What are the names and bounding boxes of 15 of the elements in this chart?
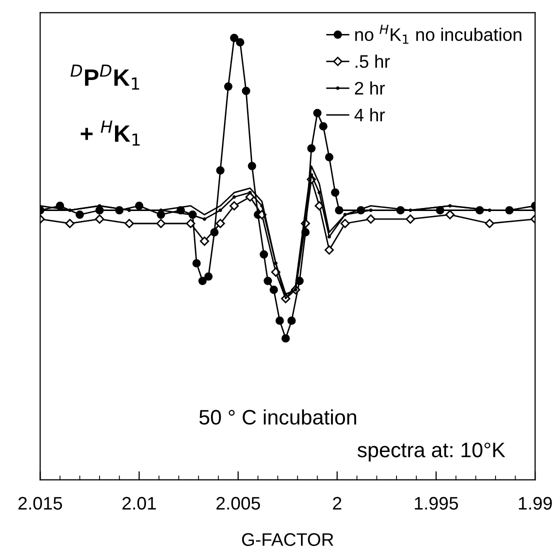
x-tick-label: 2.01 [122, 496, 156, 510]
x-tick-label: 2.015 [18, 496, 62, 510]
x-tick-label: 2 [333, 496, 342, 510]
annotation: 50 ° C incubation [199, 409, 356, 425]
legend-label: 4 hr [354, 108, 385, 122]
x-axis-title: G-FACTOR [242, 533, 334, 546]
annotation: spectra at: 10°K [358, 442, 506, 462]
legend-label: .5 hr [356, 54, 390, 68]
x-tick-label: 2.005 [216, 496, 260, 510]
legend-label: 2 hr [354, 81, 385, 94]
x-tick-label: 1.995 [414, 496, 458, 510]
annotation: $^{D}$P$^{D}$K$_{1}$ [70, 64, 140, 90]
x-tick-label: 1.99 [518, 496, 552, 510]
annotation: + $^{H}$K$_{1}$ [80, 120, 140, 146]
legend-label: no $^{H}$K$_{1}$ no incubation [355, 24, 522, 44]
